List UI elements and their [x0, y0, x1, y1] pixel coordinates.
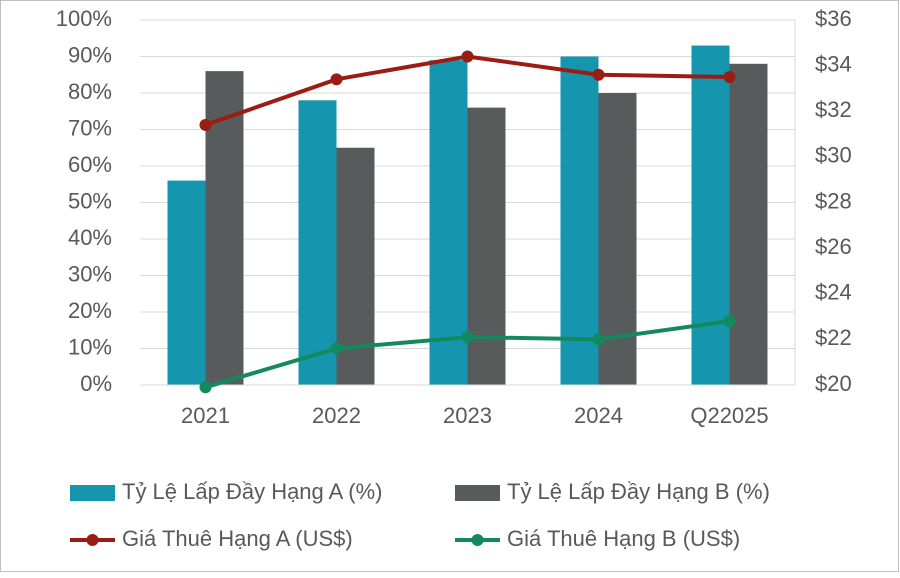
legend-label: Giá Thuê Hạng A (US$) [122, 526, 353, 551]
x-tick-label: 2021 [181, 403, 230, 428]
bar [167, 180, 206, 385]
legend-swatch [455, 485, 500, 501]
y-tick-label: 20% [68, 298, 112, 323]
y-tick-label: 90% [68, 42, 112, 67]
line-marker [330, 342, 343, 355]
legend-label: Tỷ Lệ Lấp Đầy Hạng B (%) [507, 479, 770, 504]
x-tick-label: Q22025 [690, 403, 768, 428]
legend-label: Giá Thuê Hạng B (US$) [507, 526, 740, 551]
y2-tick-label: $26 [815, 234, 852, 259]
y-tick-label: 30% [68, 261, 112, 286]
legend-swatch [70, 485, 115, 501]
y2-tick-label: $22 [815, 325, 852, 350]
bar [298, 100, 337, 386]
bar [467, 107, 506, 385]
line-marker [199, 118, 212, 131]
y-tick-label: 80% [68, 79, 112, 104]
y-tick-label: 40% [68, 225, 112, 250]
line-marker [461, 331, 474, 344]
y-tick-label: 10% [68, 334, 112, 359]
y2-tick-label: $36 [815, 6, 852, 31]
y2-tick-label: $32 [815, 97, 852, 122]
y2-tick-label: $28 [815, 188, 852, 213]
bar [560, 56, 599, 385]
line-marker [723, 315, 736, 328]
line-marker [592, 68, 605, 81]
y2-tick-label: $24 [815, 280, 852, 305]
x-tick-label: 2022 [312, 403, 361, 428]
legend-label: Tỷ Lệ Lấp Đầy Hạng A (%) [122, 479, 382, 504]
y-tick-label: 50% [68, 188, 112, 213]
legend-marker [86, 534, 99, 546]
line-marker [592, 333, 605, 346]
line-marker [723, 71, 736, 84]
y2-tick-label: $34 [815, 51, 852, 76]
y-tick-label: 100% [56, 6, 112, 31]
legend-marker [471, 534, 484, 546]
bar [729, 63, 768, 386]
line-marker [330, 73, 343, 86]
y-tick-label: 60% [68, 152, 112, 177]
y-tick-label: 70% [68, 115, 112, 140]
y2-tick-label: $20 [815, 371, 852, 396]
line-marker [461, 50, 474, 63]
bar [429, 60, 468, 386]
y2-tick-label: $30 [815, 143, 852, 168]
y-tick-label: 0% [80, 371, 112, 396]
x-tick-label: 2023 [443, 403, 492, 428]
line-marker [199, 381, 212, 394]
x-tick-label: 2024 [574, 403, 623, 428]
bar [691, 45, 730, 386]
